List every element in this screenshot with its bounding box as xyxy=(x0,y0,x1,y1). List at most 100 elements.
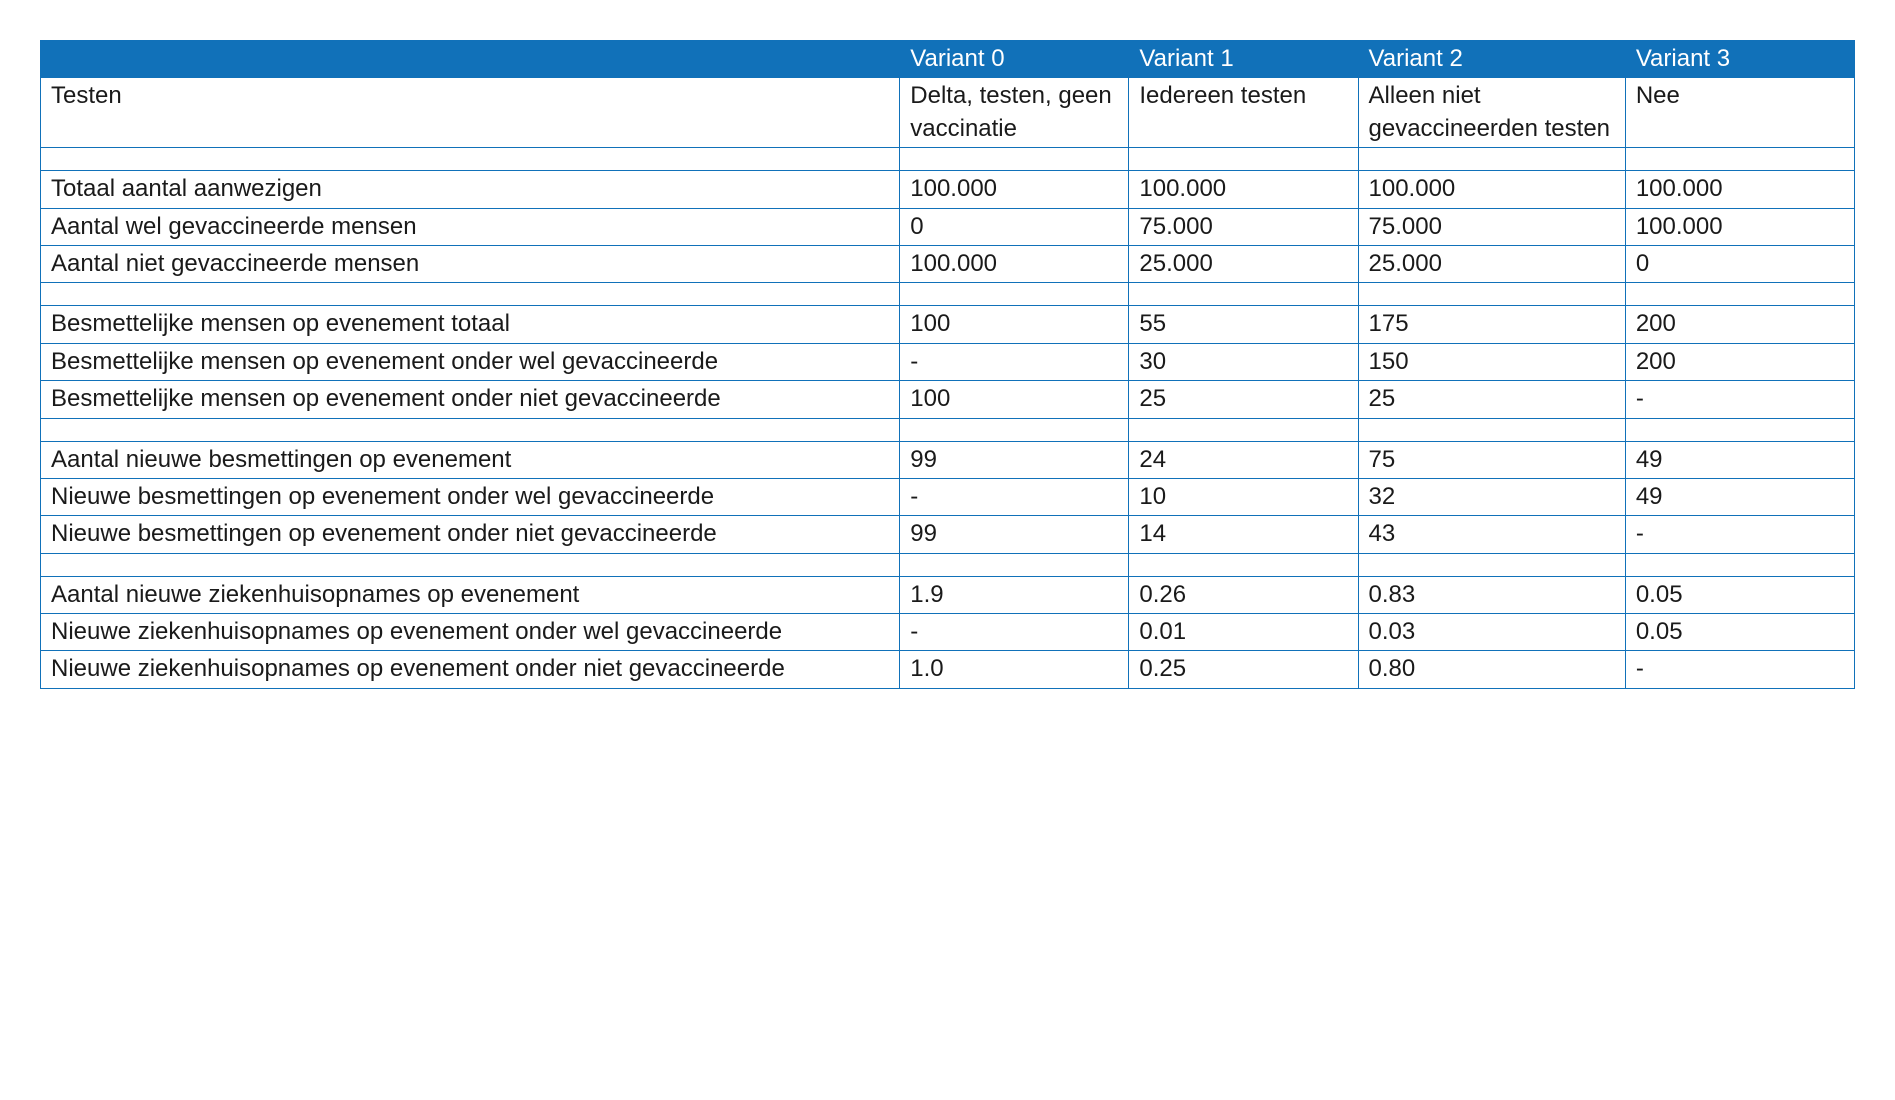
row-value: - xyxy=(900,343,1129,380)
row-value: 175 xyxy=(1358,306,1625,343)
row-value: 100.000 xyxy=(900,171,1129,208)
row-value: 100 xyxy=(900,306,1129,343)
header-variant-3: Variant 3 xyxy=(1625,41,1854,78)
row-value: 14 xyxy=(1129,516,1358,553)
row-value: - xyxy=(900,614,1129,651)
row-value: 100.000 xyxy=(900,245,1129,282)
spacer-cell xyxy=(900,148,1129,171)
row-label: Besmettelijke mensen op evenement onder … xyxy=(41,381,900,418)
table-row: Besmettelijke mensen op evenement onder … xyxy=(41,381,1855,418)
row-value: 25.000 xyxy=(1358,245,1625,282)
row-value: 100.000 xyxy=(1129,171,1358,208)
row-value: Iedereen testen xyxy=(1129,78,1358,148)
row-value: 49 xyxy=(1625,478,1854,515)
spacer-row xyxy=(41,148,1855,171)
row-value: 0.03 xyxy=(1358,614,1625,651)
row-value: 0.83 xyxy=(1358,576,1625,613)
spacer-cell xyxy=(1625,553,1854,576)
row-value: 24 xyxy=(1129,441,1358,478)
table-row: Nieuwe besmettingen op evenement onder w… xyxy=(41,478,1855,515)
row-label: Nieuwe ziekenhuisopnames op evenement on… xyxy=(41,614,900,651)
row-value: - xyxy=(1625,516,1854,553)
table-row: Aantal nieuwe besmettingen op evenement9… xyxy=(41,441,1855,478)
row-value: 75.000 xyxy=(1129,208,1358,245)
row-label: Aantal nieuwe ziekenhuisopnames op evene… xyxy=(41,576,900,613)
header-variant-0: Variant 0 xyxy=(900,41,1129,78)
row-value: 1.0 xyxy=(900,651,1129,688)
row-value: 75.000 xyxy=(1358,208,1625,245)
row-value: 100.000 xyxy=(1625,208,1854,245)
row-value: - xyxy=(1625,381,1854,418)
table-row: Nieuwe ziekenhuisopnames op evenement on… xyxy=(41,651,1855,688)
row-value: 200 xyxy=(1625,306,1854,343)
row-value: 25.000 xyxy=(1129,245,1358,282)
table-row: Aantal wel gevaccineerde mensen075.00075… xyxy=(41,208,1855,245)
table-row: Totaal aantal aanwezigen100.000100.00010… xyxy=(41,171,1855,208)
row-value: - xyxy=(1625,651,1854,688)
row-value: 25 xyxy=(1129,381,1358,418)
row-value: 200 xyxy=(1625,343,1854,380)
row-value: 25 xyxy=(1358,381,1625,418)
row-value: Nee xyxy=(1625,78,1854,148)
row-value: 30 xyxy=(1129,343,1358,380)
row-value: 0.26 xyxy=(1129,576,1358,613)
spacer-cell xyxy=(1358,553,1625,576)
spacer-cell xyxy=(1358,418,1625,441)
spacer-cell xyxy=(1358,148,1625,171)
table-row: Nieuwe besmettingen op evenement onder n… xyxy=(41,516,1855,553)
spacer-cell xyxy=(41,418,900,441)
spacer-cell xyxy=(1625,148,1854,171)
variant-comparison-table: Variant 0 Variant 1 Variant 2 Variant 3 … xyxy=(40,40,1855,689)
spacer-cell xyxy=(900,553,1129,576)
table-row: Nieuwe ziekenhuisopnames op evenement on… xyxy=(41,614,1855,651)
row-label: Testen xyxy=(41,78,900,148)
row-label: Besmettelijke mensen op evenement onder … xyxy=(41,343,900,380)
spacer-cell xyxy=(41,283,900,306)
spacer-cell xyxy=(1129,553,1358,576)
row-value: 0.80 xyxy=(1358,651,1625,688)
row-value: 55 xyxy=(1129,306,1358,343)
row-value: 150 xyxy=(1358,343,1625,380)
spacer-cell xyxy=(1625,283,1854,306)
table-row: TestenDelta, testen, geen vaccinatieIede… xyxy=(41,78,1855,148)
table-header: Variant 0 Variant 1 Variant 2 Variant 3 xyxy=(41,41,1855,78)
spacer-cell xyxy=(900,283,1129,306)
row-value: 0.25 xyxy=(1129,651,1358,688)
table-row: Besmettelijke mensen op evenement totaal… xyxy=(41,306,1855,343)
table-row: Besmettelijke mensen op evenement onder … xyxy=(41,343,1855,380)
table-row: Aantal niet gevaccineerde mensen100.0002… xyxy=(41,245,1855,282)
row-value: 32 xyxy=(1358,478,1625,515)
row-label: Aantal nieuwe besmettingen op evenement xyxy=(41,441,900,478)
row-value: 99 xyxy=(900,516,1129,553)
row-label: Nieuwe besmettingen op evenement onder n… xyxy=(41,516,900,553)
spacer-cell xyxy=(1625,418,1854,441)
spacer-cell xyxy=(41,148,900,171)
row-value: 0.05 xyxy=(1625,614,1854,651)
row-value: 10 xyxy=(1129,478,1358,515)
row-value: 100.000 xyxy=(1358,171,1625,208)
row-value: 99 xyxy=(900,441,1129,478)
row-value: 0 xyxy=(900,208,1129,245)
spacer-row xyxy=(41,553,1855,576)
row-label: Nieuwe besmettingen op evenement onder w… xyxy=(41,478,900,515)
row-value: 0 xyxy=(1625,245,1854,282)
row-value: Alleen niet gevaccineerden testen xyxy=(1358,78,1625,148)
row-label: Totaal aantal aanwezigen xyxy=(41,171,900,208)
spacer-cell xyxy=(1129,148,1358,171)
header-variant-2: Variant 2 xyxy=(1358,41,1625,78)
spacer-cell xyxy=(1129,418,1358,441)
spacer-row xyxy=(41,418,1855,441)
table-row: Aantal nieuwe ziekenhuisopnames op evene… xyxy=(41,576,1855,613)
spacer-row xyxy=(41,283,1855,306)
row-value: 100.000 xyxy=(1625,171,1854,208)
row-value: 0.05 xyxy=(1625,576,1854,613)
row-label: Nieuwe ziekenhuisopnames op evenement on… xyxy=(41,651,900,688)
header-blank xyxy=(41,41,900,78)
row-value: 49 xyxy=(1625,441,1854,478)
spacer-cell xyxy=(41,553,900,576)
row-value: 1.9 xyxy=(900,576,1129,613)
row-value: - xyxy=(900,478,1129,515)
row-value: Delta, testen, geen vaccinatie xyxy=(900,78,1129,148)
table-body: TestenDelta, testen, geen vaccinatieIede… xyxy=(41,78,1855,688)
row-value: 100 xyxy=(900,381,1129,418)
